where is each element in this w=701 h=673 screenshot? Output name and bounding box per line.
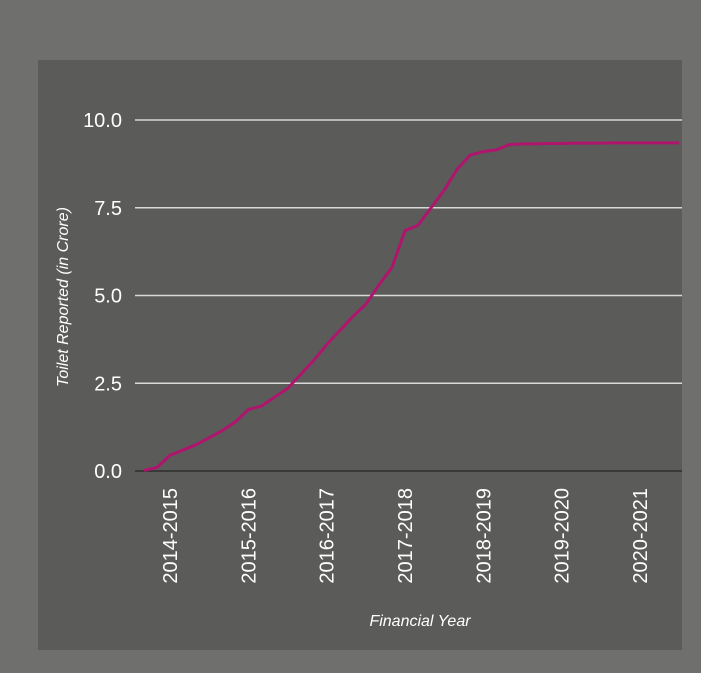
y-tick-label: 7.5: [94, 198, 122, 220]
x-tick-label: 2014-2015: [160, 488, 182, 584]
x-tick-label: 2016-2017: [317, 488, 339, 584]
chart-panel: [38, 60, 682, 650]
x-tick-label: 2017-2018: [395, 488, 417, 584]
y-tick-label: 2.5: [94, 373, 122, 395]
x-tick-label: 2015-2016: [238, 488, 260, 584]
x-tick-label: 2020-2021: [630, 488, 652, 584]
x-tick-label: 2018-2019: [473, 488, 495, 584]
x-axis-title: Financial Year: [369, 613, 471, 630]
data-line: [143, 141, 680, 472]
y-tick-label: 0.0: [94, 461, 122, 483]
y-tick-label: 5.0: [94, 286, 122, 308]
y-tick-label: 10.0: [83, 110, 122, 132]
x-tick-label: 2019-2020: [552, 488, 574, 584]
y-axis-title: Toilet Reported (in Crore): [55, 207, 72, 387]
